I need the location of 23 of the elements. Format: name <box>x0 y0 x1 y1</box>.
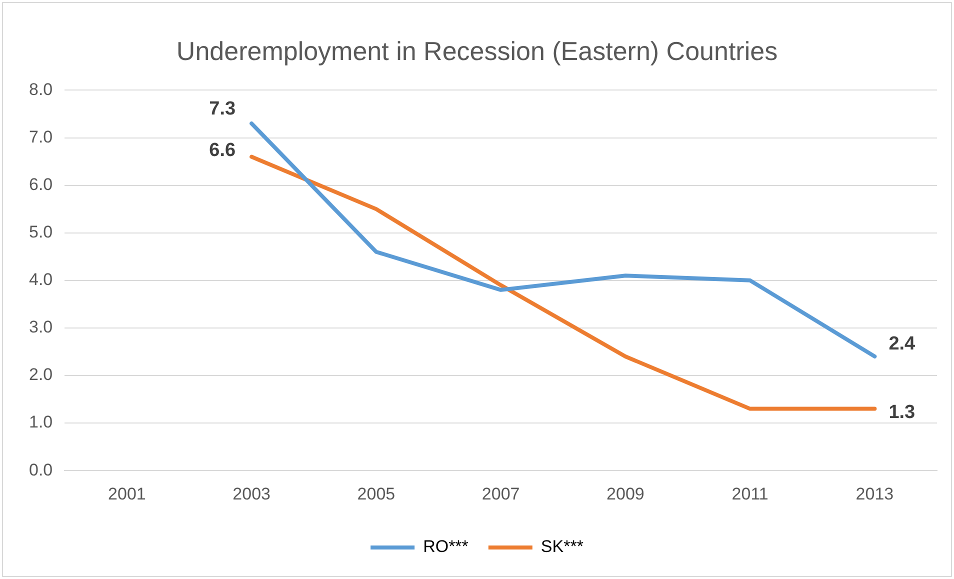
x-tick-label: 2007 <box>482 484 520 504</box>
x-tick-label: 2003 <box>232 484 270 504</box>
y-tick-label: 5.0 <box>28 222 53 242</box>
y-tick-label: 1.0 <box>28 412 53 432</box>
data-label: 1.3 <box>888 402 916 424</box>
data-label: 2.4 <box>888 334 916 355</box>
x-tick-label: 2005 <box>357 484 396 504</box>
x-tick-label: 2013 <box>856 484 894 504</box>
y-tick-label: 4.0 <box>28 270 53 290</box>
y-tick-label: 3.0 <box>28 318 53 337</box>
x-tick-label: 2009 <box>606 484 644 504</box>
x-tick-label: 2011 <box>732 484 768 504</box>
y-tick-label: 8.0 <box>28 80 53 99</box>
chart-title: Underemployment in Recession (Eastern) Countries <box>176 36 778 66</box>
y-tick-label: 6.0 <box>28 174 53 194</box>
legend-label: SK*** <box>540 537 584 556</box>
y-tick-label: 7.0 <box>28 127 53 146</box>
data-label: 7.3 <box>209 98 236 120</box>
y-tick-label: 0.0 <box>28 460 53 480</box>
legend-label: RO*** <box>423 537 469 556</box>
x-tick-label: 2001 <box>108 484 146 504</box>
y-tick-label: 2.0 <box>28 365 53 384</box>
data-label: 6.6 <box>209 140 236 162</box>
